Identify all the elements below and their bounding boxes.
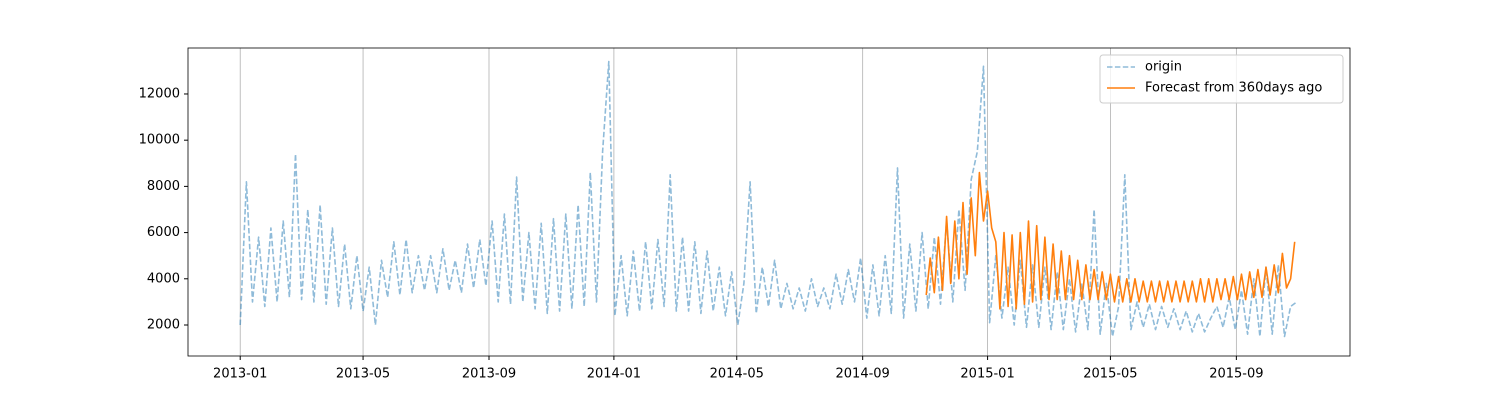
y-tick-label: 2000 bbox=[147, 317, 180, 332]
x-tick-label: 2014-05 bbox=[710, 367, 764, 382]
x-tick-label: 2013-01 bbox=[213, 367, 267, 382]
x-tick-label: 2015-05 bbox=[1083, 367, 1137, 382]
x-tick-label: 2013-09 bbox=[462, 367, 516, 382]
x-tick-label: 2014-09 bbox=[836, 367, 890, 382]
y-tick-label: 12000 bbox=[139, 86, 180, 101]
y-tick-label: 4000 bbox=[147, 271, 180, 286]
legend-label: Forecast from 360days ago bbox=[1145, 81, 1322, 96]
x-tick-label: 2013-05 bbox=[336, 367, 390, 382]
legend-box bbox=[1099, 54, 1344, 104]
y-tick-label: 6000 bbox=[147, 225, 180, 240]
x-tick-label: 2015-01 bbox=[960, 367, 1014, 382]
legend-label: origin bbox=[1145, 60, 1182, 75]
x-tick-label: 2014-01 bbox=[587, 367, 641, 382]
x-tick-label: 2015-09 bbox=[1209, 367, 1263, 382]
series-line bbox=[239, 60, 1298, 338]
plot-frame bbox=[187, 47, 1351, 357]
y-tick-label: 10000 bbox=[139, 133, 180, 148]
legend: origin Forecast from 360days ago bbox=[1099, 54, 1344, 104]
series-line bbox=[925, 171, 1296, 310]
y-tick-label: 8000 bbox=[147, 179, 180, 194]
